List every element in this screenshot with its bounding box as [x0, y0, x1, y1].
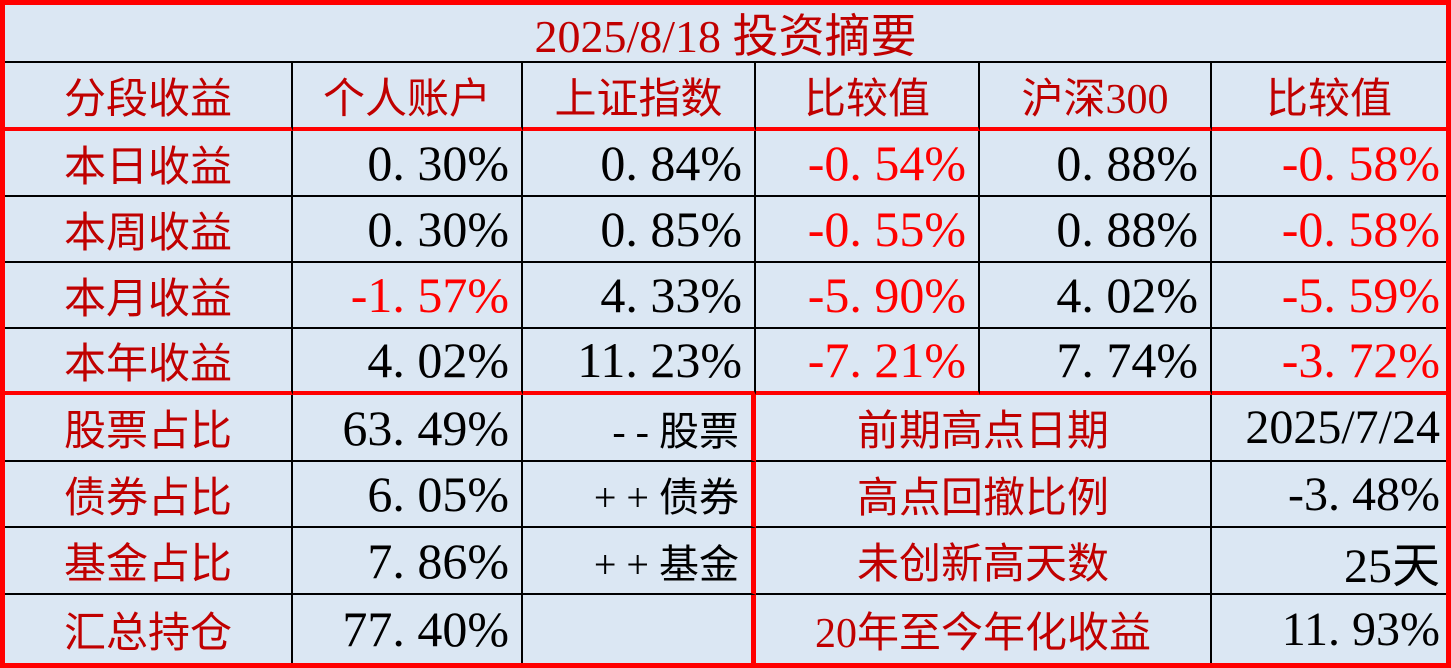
- value-bond-allocation: 6. 05%: [293, 462, 523, 528]
- stat-value-days-without-new-high: 25天: [1212, 528, 1446, 595]
- value-monthly-csi300: 4. 02%: [980, 263, 1212, 329]
- note-stock-trend: - - 股票: [523, 395, 756, 462]
- value-monthly-diff-sse: -5. 90%: [756, 263, 980, 329]
- value-weekly-diff-csi: -0. 58%: [1212, 197, 1446, 263]
- stat-label-days-without-new-high: 未创新高天数: [756, 528, 1212, 595]
- value-yearly-diff-sse: -7. 21%: [756, 329, 980, 395]
- stat-value-annualized-return-since-2020: 11. 93%: [1281, 602, 1440, 656]
- value-daily-personal: 0. 30%: [293, 131, 523, 197]
- row-label-fund-allocation: 基金占比: [5, 528, 293, 595]
- value-weekly-csi300: 0. 88%: [980, 197, 1212, 263]
- value-monthly-sse: 4. 33%: [523, 263, 756, 329]
- row-label-weekly-return: 本周收益: [5, 197, 293, 263]
- header-segment-return: 分段收益: [5, 63, 293, 131]
- value-daily-csi300: 0. 88%: [980, 131, 1212, 197]
- header-csi300: 沪深300: [980, 63, 1212, 131]
- stat-label-drawdown-from-high: 高点回撤比例: [756, 462, 1212, 528]
- value-daily-diff-csi: -0. 58%: [1212, 131, 1446, 197]
- row-label-yearly-return: 本年收益: [5, 329, 293, 395]
- value-weekly-sse: 0. 85%: [523, 197, 756, 263]
- value-daily-diff-sse: -0. 54%: [756, 131, 980, 197]
- table-title: 2025/8/18 投资摘要: [5, 5, 1446, 63]
- row-label-stock-allocation: 股票占比: [5, 395, 293, 462]
- row-label-daily-return: 本日收益: [5, 131, 293, 197]
- header-sse-index: 上证指数: [523, 63, 756, 131]
- value-yearly-sse: 11. 23%: [523, 329, 756, 395]
- value-yearly-personal: 4. 02%: [293, 329, 523, 395]
- stat-value-previous-high-date: 2025/7/24: [1212, 395, 1446, 462]
- header-comparison-2: 比较值: [1212, 63, 1446, 131]
- row-label-monthly-return: 本月收益: [5, 263, 293, 329]
- value-stock-allocation: 63. 49%: [293, 395, 523, 462]
- value-monthly-personal: -1. 57%: [293, 263, 523, 329]
- note-bond-trend: + + 债券: [523, 462, 756, 528]
- note-fund-trend: + + 基金: [523, 528, 756, 595]
- value-fund-allocation: 7. 86%: [293, 528, 523, 595]
- value-monthly-diff-csi: -5. 59%: [1212, 263, 1446, 329]
- header-personal-account: 个人账户: [293, 63, 523, 131]
- value-weekly-diff-sse: -0. 55%: [756, 197, 980, 263]
- value-yearly-csi300: 7. 74%: [980, 329, 1212, 395]
- header-comparison-1: 比较值: [756, 63, 980, 131]
- note-empty-cell: [523, 595, 756, 663]
- row-label-total-position: 汇总持仓: [5, 595, 293, 663]
- stat-value-drawdown-from-high: -3. 48%: [1212, 462, 1446, 528]
- stat-label-previous-high-date: 前期高点日期: [756, 395, 1212, 462]
- value-daily-sse: 0. 84%: [523, 131, 756, 197]
- value-weekly-personal: 0. 30%: [293, 197, 523, 263]
- value-total-position: 77. 40%: [293, 595, 523, 663]
- stat-label-annualized-return-since-2020: 20年至今年化收益: [756, 595, 1212, 663]
- value-yearly-diff-csi: -3. 72%: [1212, 329, 1446, 395]
- row-label-bond-allocation: 债券占比: [5, 462, 293, 528]
